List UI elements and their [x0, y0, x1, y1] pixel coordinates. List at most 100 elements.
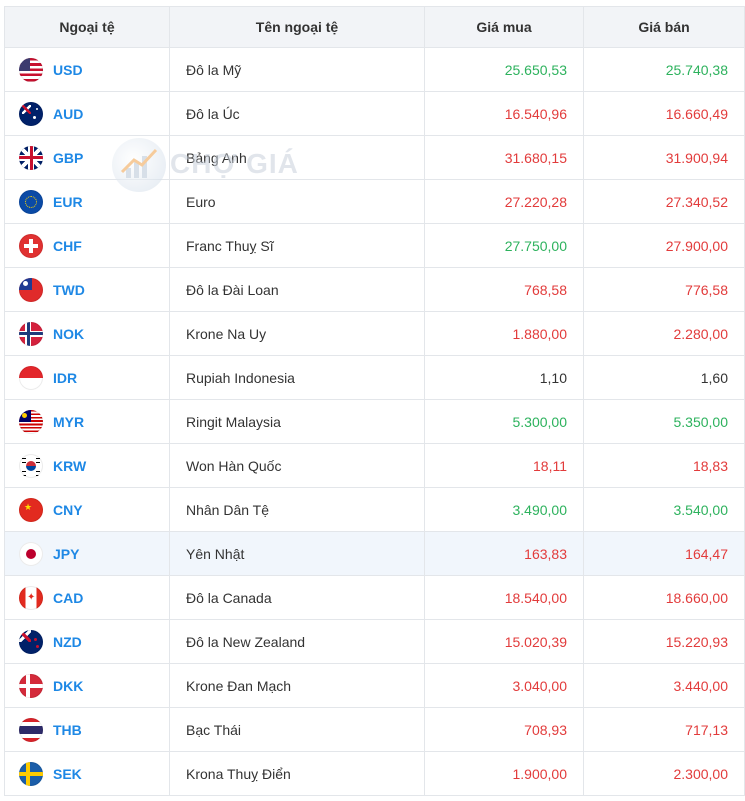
- table-row[interactable]: JPY Yên Nhật 163,83 164,47: [4, 531, 745, 576]
- table-row[interactable]: CHF Franc Thuỵ Sĩ 27.750,00 27.900,00: [4, 223, 745, 268]
- buy-price: 16.540,96: [424, 91, 584, 136]
- currency-code-cell: ★ CNY: [4, 487, 170, 532]
- currency-code-link[interactable]: IDR: [53, 369, 78, 386]
- table-row[interactable]: AUD Đô la Úc 16.540,96 16.660,49: [4, 91, 745, 136]
- table-row[interactable]: NOK Krone Na Uy 1.880,00 2.280,00: [4, 311, 745, 356]
- sell-price: 1,60: [583, 355, 745, 400]
- currency-code-cell: AUD: [4, 91, 170, 136]
- currency-code-link[interactable]: MYR: [53, 413, 85, 430]
- table-row[interactable]: USD Đô la Mỹ 25.650,53 25.740,38: [4, 47, 745, 92]
- buy-price: 3.490,00: [424, 487, 584, 532]
- currency-name: Euro: [169, 179, 425, 224]
- table-row[interactable]: ✦ CAD Đô la Canada 18.540,00 18.660,00: [4, 575, 745, 620]
- currency-name: Ringit Malaysia: [169, 399, 425, 444]
- sell-price: 27.900,00: [583, 223, 745, 268]
- currency-name: Franc Thuỵ Sĩ: [169, 223, 425, 268]
- eu-flag-icon: [19, 189, 43, 214]
- currency-code-cell: NOK: [4, 311, 170, 356]
- buy-price: 27.220,28: [424, 179, 584, 224]
- au-flag-icon: [19, 101, 43, 126]
- column-header-code[interactable]: Ngoại tệ: [4, 6, 170, 48]
- sell-price: 16.660,49: [583, 91, 745, 136]
- currency-code-link[interactable]: TWD: [53, 281, 85, 298]
- currency-code-link[interactable]: AUD: [53, 105, 84, 122]
- dk-flag-icon: [19, 673, 43, 698]
- buy-price: 1.880,00: [424, 311, 584, 356]
- ch-flag-icon: [19, 233, 43, 258]
- table-row[interactable]: GBP Bảng Anh 31.680,15 31.900,94: [4, 135, 745, 180]
- buy-price: 18.540,00: [424, 575, 584, 620]
- currency-code-cell: TWD: [4, 267, 170, 312]
- currency-code-link[interactable]: NZD: [53, 633, 82, 650]
- currency-code-link[interactable]: GBP: [53, 149, 84, 166]
- my-flag-icon: [19, 409, 43, 434]
- currency-name: Bạc Thái: [169, 707, 425, 752]
- table-row[interactable]: MYR Ringit Malaysia 5.300,00 5.350,00: [4, 399, 745, 444]
- currency-code-cell: NZD: [4, 619, 170, 664]
- currency-code-link[interactable]: CNY: [53, 501, 83, 518]
- currency-code-cell: MYR: [4, 399, 170, 444]
- column-header-buy[interactable]: Giá mua: [424, 6, 584, 48]
- currency-name: Đô la Đài Loan: [169, 267, 425, 312]
- nz-flag-icon: [19, 629, 43, 654]
- currency-code-link[interactable]: CAD: [53, 589, 84, 606]
- currency-name: Nhân Dân Tệ: [169, 487, 425, 532]
- table-row[interactable]: KRW Won Hàn Quốc 18,11 18,83: [4, 443, 745, 488]
- table-row[interactable]: DKK Krone Đan Mạch 3.040,00 3.440,00: [4, 663, 745, 708]
- no-flag-icon: [19, 321, 43, 346]
- currency-name: Rupiah Indonesia: [169, 355, 425, 400]
- table-row[interactable]: THB Bạc Thái 708,93 717,13: [4, 707, 745, 752]
- currency-code-link[interactable]: THB: [53, 721, 82, 738]
- buy-price: 25.650,53: [424, 47, 584, 92]
- th-flag-icon: [19, 717, 43, 742]
- jp-flag-icon: [19, 541, 43, 566]
- table-row[interactable]: SEK Krona Thuỵ Điển 1.900,00 2.300,00: [4, 751, 745, 796]
- table-row[interactable]: IDR Rupiah Indonesia 1,10 1,60: [4, 355, 745, 400]
- currency-code-link[interactable]: USD: [53, 61, 83, 78]
- buy-price: 15.020,39: [424, 619, 584, 664]
- currency-code-link[interactable]: DKK: [53, 677, 84, 694]
- currency-code-cell: JPY: [4, 531, 170, 576]
- currency-code-cell: ✦ CAD: [4, 575, 170, 620]
- us-flag-icon: [19, 57, 43, 82]
- table-row[interactable]: TWD Đô la Đài Loan 768,58 776,58: [4, 267, 745, 312]
- cn-flag-icon: ★: [19, 497, 43, 522]
- column-header-name[interactable]: Tên ngoại tệ: [169, 6, 425, 48]
- currency-name: Won Hàn Quốc: [169, 443, 425, 488]
- table-row[interactable]: EUR Euro 27.220,28 27.340,52: [4, 179, 745, 224]
- currency-code-link[interactable]: EUR: [53, 193, 83, 210]
- table-header-row: Ngoại tệ Tên ngoại tệ Giá mua Giá bán: [4, 6, 745, 48]
- currency-name: Krona Thuỵ Điển: [169, 751, 425, 796]
- exchange-rate-table: Ngoại tệ Tên ngoại tệ Giá mua Giá bán US…: [4, 6, 745, 796]
- table-row[interactable]: NZD Đô la New Zealand 15.020,39 15.220,93: [4, 619, 745, 664]
- currency-name: Đô la Canada: [169, 575, 425, 620]
- sell-price: 776,58: [583, 267, 745, 312]
- currency-name: Đô la Úc: [169, 91, 425, 136]
- currency-code-cell: CHF: [4, 223, 170, 268]
- column-header-sell[interactable]: Giá bán: [583, 6, 745, 48]
- buy-price: 5.300,00: [424, 399, 584, 444]
- buy-price: 31.680,15: [424, 135, 584, 180]
- sell-price: 3.440,00: [583, 663, 745, 708]
- sell-price: 2.300,00: [583, 751, 745, 796]
- currency-code-link[interactable]: SEK: [53, 765, 82, 782]
- sell-price: 18.660,00: [583, 575, 745, 620]
- buy-price: 163,83: [424, 531, 584, 576]
- currency-name: Krone Đan Mạch: [169, 663, 425, 708]
- currency-code-link[interactable]: CHF: [53, 237, 82, 254]
- table-row[interactable]: ★ CNY Nhân Dân Tệ 3.490,00 3.540,00: [4, 487, 745, 532]
- buy-price: 18,11: [424, 443, 584, 488]
- currency-name: Đô la Mỹ: [169, 47, 425, 92]
- se-flag-icon: [19, 761, 43, 786]
- sell-price: 18,83: [583, 443, 745, 488]
- buy-price: 708,93: [424, 707, 584, 752]
- currency-code-link[interactable]: NOK: [53, 325, 85, 342]
- id-flag-icon: [19, 365, 43, 390]
- gb-flag-icon: [19, 145, 43, 170]
- currency-code-link[interactable]: JPY: [53, 545, 80, 562]
- currency-code-cell: USD: [4, 47, 170, 92]
- sell-price: 164,47: [583, 531, 745, 576]
- currency-code-link[interactable]: KRW: [53, 457, 87, 474]
- currency-code-cell: DKK: [4, 663, 170, 708]
- buy-price: 27.750,00: [424, 223, 584, 268]
